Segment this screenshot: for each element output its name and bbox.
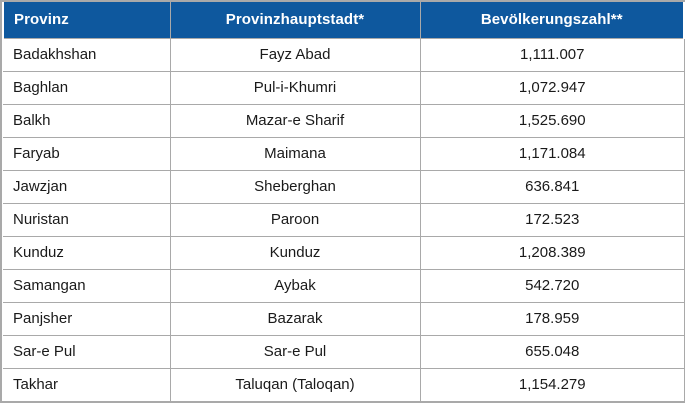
column-header-population: Bevölkerungszahl** xyxy=(419,2,685,39)
capital-cell: Taluqan (Taloqan) xyxy=(169,367,420,401)
table-body: Badakhshan Fayz Abad 1,111.007 Baghlan P… xyxy=(3,38,684,401)
province-cell: Panjsher xyxy=(3,301,170,335)
table-row: Nuristan Paroon 172.523 xyxy=(3,202,684,236)
table-row: Jawzjan Sheberghan 636.841 xyxy=(3,169,684,203)
capital-cell: Pul-i-Khumri xyxy=(169,70,420,104)
province-cell: Kunduz xyxy=(3,235,170,269)
population-cell: 1,111.007 xyxy=(419,38,684,71)
capital-cell: Aybak xyxy=(169,268,420,302)
header-row: Provinz Provinzhauptstadt* Bevölkerungsz… xyxy=(2,2,685,39)
province-cell: Faryab xyxy=(3,136,170,170)
province-cell: Takhar xyxy=(3,367,170,401)
table-row: Badakhshan Fayz Abad 1,111.007 xyxy=(3,38,684,71)
table-row: Balkh Mazar-e Sharif 1,525.690 xyxy=(3,103,684,137)
capital-cell: Paroon xyxy=(169,202,420,236)
capital-cell: Kunduz xyxy=(169,235,420,269)
population-cell: 1,208.389 xyxy=(419,235,684,269)
column-header-province: Provinz xyxy=(2,2,170,39)
population-cell: 178.959 xyxy=(419,301,684,335)
capital-cell: Mazar-e Sharif xyxy=(169,103,420,137)
table-row: Sar-e Pul Sar-e Pul 655.048 xyxy=(3,334,684,368)
population-cell: 172.523 xyxy=(419,202,684,236)
capital-cell: Maimana xyxy=(169,136,420,170)
province-cell: Badakhshan xyxy=(3,38,170,71)
table-row: Panjsher Bazarak 178.959 xyxy=(3,301,684,335)
province-cell: Jawzjan xyxy=(3,169,170,203)
province-cell: Baghlan xyxy=(3,70,170,104)
province-cell: Sar-e Pul xyxy=(3,334,170,368)
table-row: Samangan Aybak 542.720 xyxy=(3,268,684,302)
population-cell: 1,171.084 xyxy=(419,136,684,170)
population-cell: 1,154.279 xyxy=(419,367,684,401)
capital-cell: Bazarak xyxy=(169,301,420,335)
population-cell: 636.841 xyxy=(419,169,684,203)
province-cell: Samangan xyxy=(3,268,170,302)
column-header-capital: Provinzhauptstadt* xyxy=(169,2,420,39)
province-cell: Nuristan xyxy=(3,202,170,236)
table-row: Faryab Maimana 1,171.084 xyxy=(3,136,684,170)
table-header: Provinz Provinzhauptstadt* Bevölkerungsz… xyxy=(2,2,685,39)
population-cell: 655.048 xyxy=(419,334,684,368)
table-row: Kunduz Kunduz 1,208.389 xyxy=(3,235,684,269)
capital-cell: Sheberghan xyxy=(169,169,420,203)
population-cell: 542.720 xyxy=(419,268,684,302)
capital-cell: Sar-e Pul xyxy=(169,334,420,368)
population-cell: 1,072.947 xyxy=(419,70,684,104)
population-cell: 1,525.690 xyxy=(419,103,684,137)
province-cell: Balkh xyxy=(3,103,170,137)
table-row: Baghlan Pul-i-Khumri 1,072.947 xyxy=(3,70,684,104)
capital-cell: Fayz Abad xyxy=(169,38,420,71)
table-row: Takhar Taluqan (Taloqan) 1,154.279 xyxy=(3,367,684,401)
